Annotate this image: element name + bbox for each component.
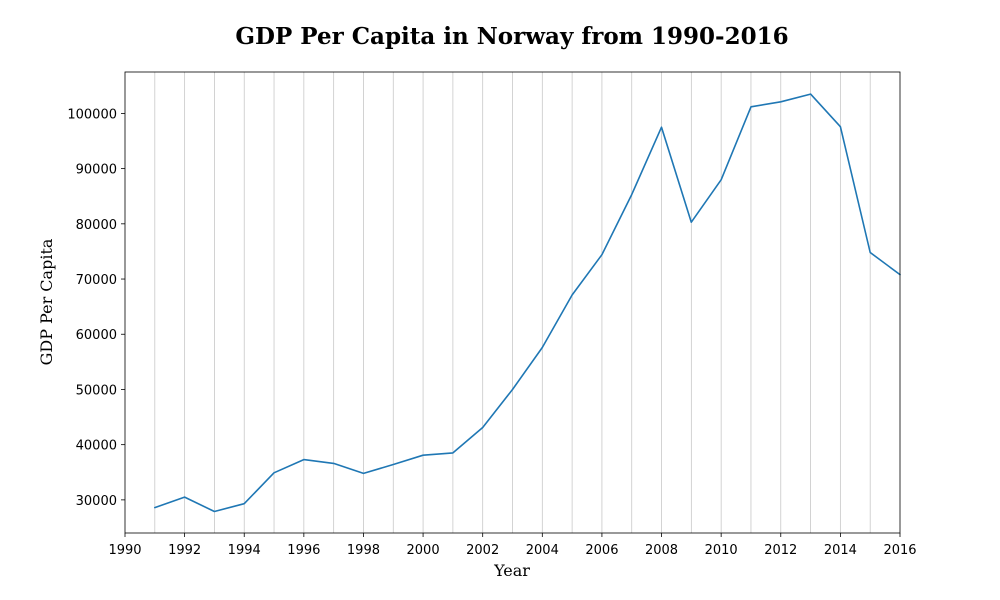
y-axis: 30000 40000 50000 60000 70000 80000 90000 10000… — [67, 107, 125, 509]
x-axis: 1990 1992 1994 1996 1998 2000 2002 2004 2006 2008… — [108, 533, 917, 558]
x-tick-label: 2014 — [824, 543, 857, 558]
x-tick-label: 1994 — [228, 543, 261, 558]
x-tick-label: 1996 — [287, 543, 320, 558]
x-tick-label: 2000 — [407, 543, 440, 558]
y-tick-label: 80000 — [76, 218, 117, 233]
chart-title: GDP Per Capita in Norway from 1990-2016 — [235, 23, 788, 50]
y-tick-label: 60000 — [76, 328, 117, 343]
y-tick-label: 30000 — [76, 494, 117, 509]
x-tick-label: 2016 — [883, 543, 916, 558]
plot-frame — [124, 71, 901, 534]
x-tick-label: 2004 — [526, 543, 559, 558]
x-tick-label: 2008 — [645, 543, 678, 558]
grid — [154, 72, 871, 533]
x-tick-label: 1998 — [347, 543, 380, 558]
x-tick-label: 1992 — [168, 543, 201, 558]
series-line — [154, 93, 901, 513]
x-tick-label: 2012 — [764, 543, 797, 558]
y-tick-label: 70000 — [76, 273, 117, 288]
x-tick-label: 2002 — [466, 543, 499, 558]
y-tick-label: 90000 — [76, 163, 117, 178]
x-axis-label: Year — [493, 561, 530, 580]
y-tick-label: 100000 — [67, 107, 117, 122]
x-tick-label: 1990 — [108, 543, 141, 558]
y-axis-label: GDP Per Capita — [37, 238, 56, 365]
y-tick-label: 50000 — [76, 383, 117, 398]
x-tick-label: 2010 — [705, 543, 738, 558]
y-tick-label: 40000 — [76, 439, 117, 454]
series-layer — [154, 93, 901, 513]
x-tick-label: 2006 — [585, 543, 618, 558]
